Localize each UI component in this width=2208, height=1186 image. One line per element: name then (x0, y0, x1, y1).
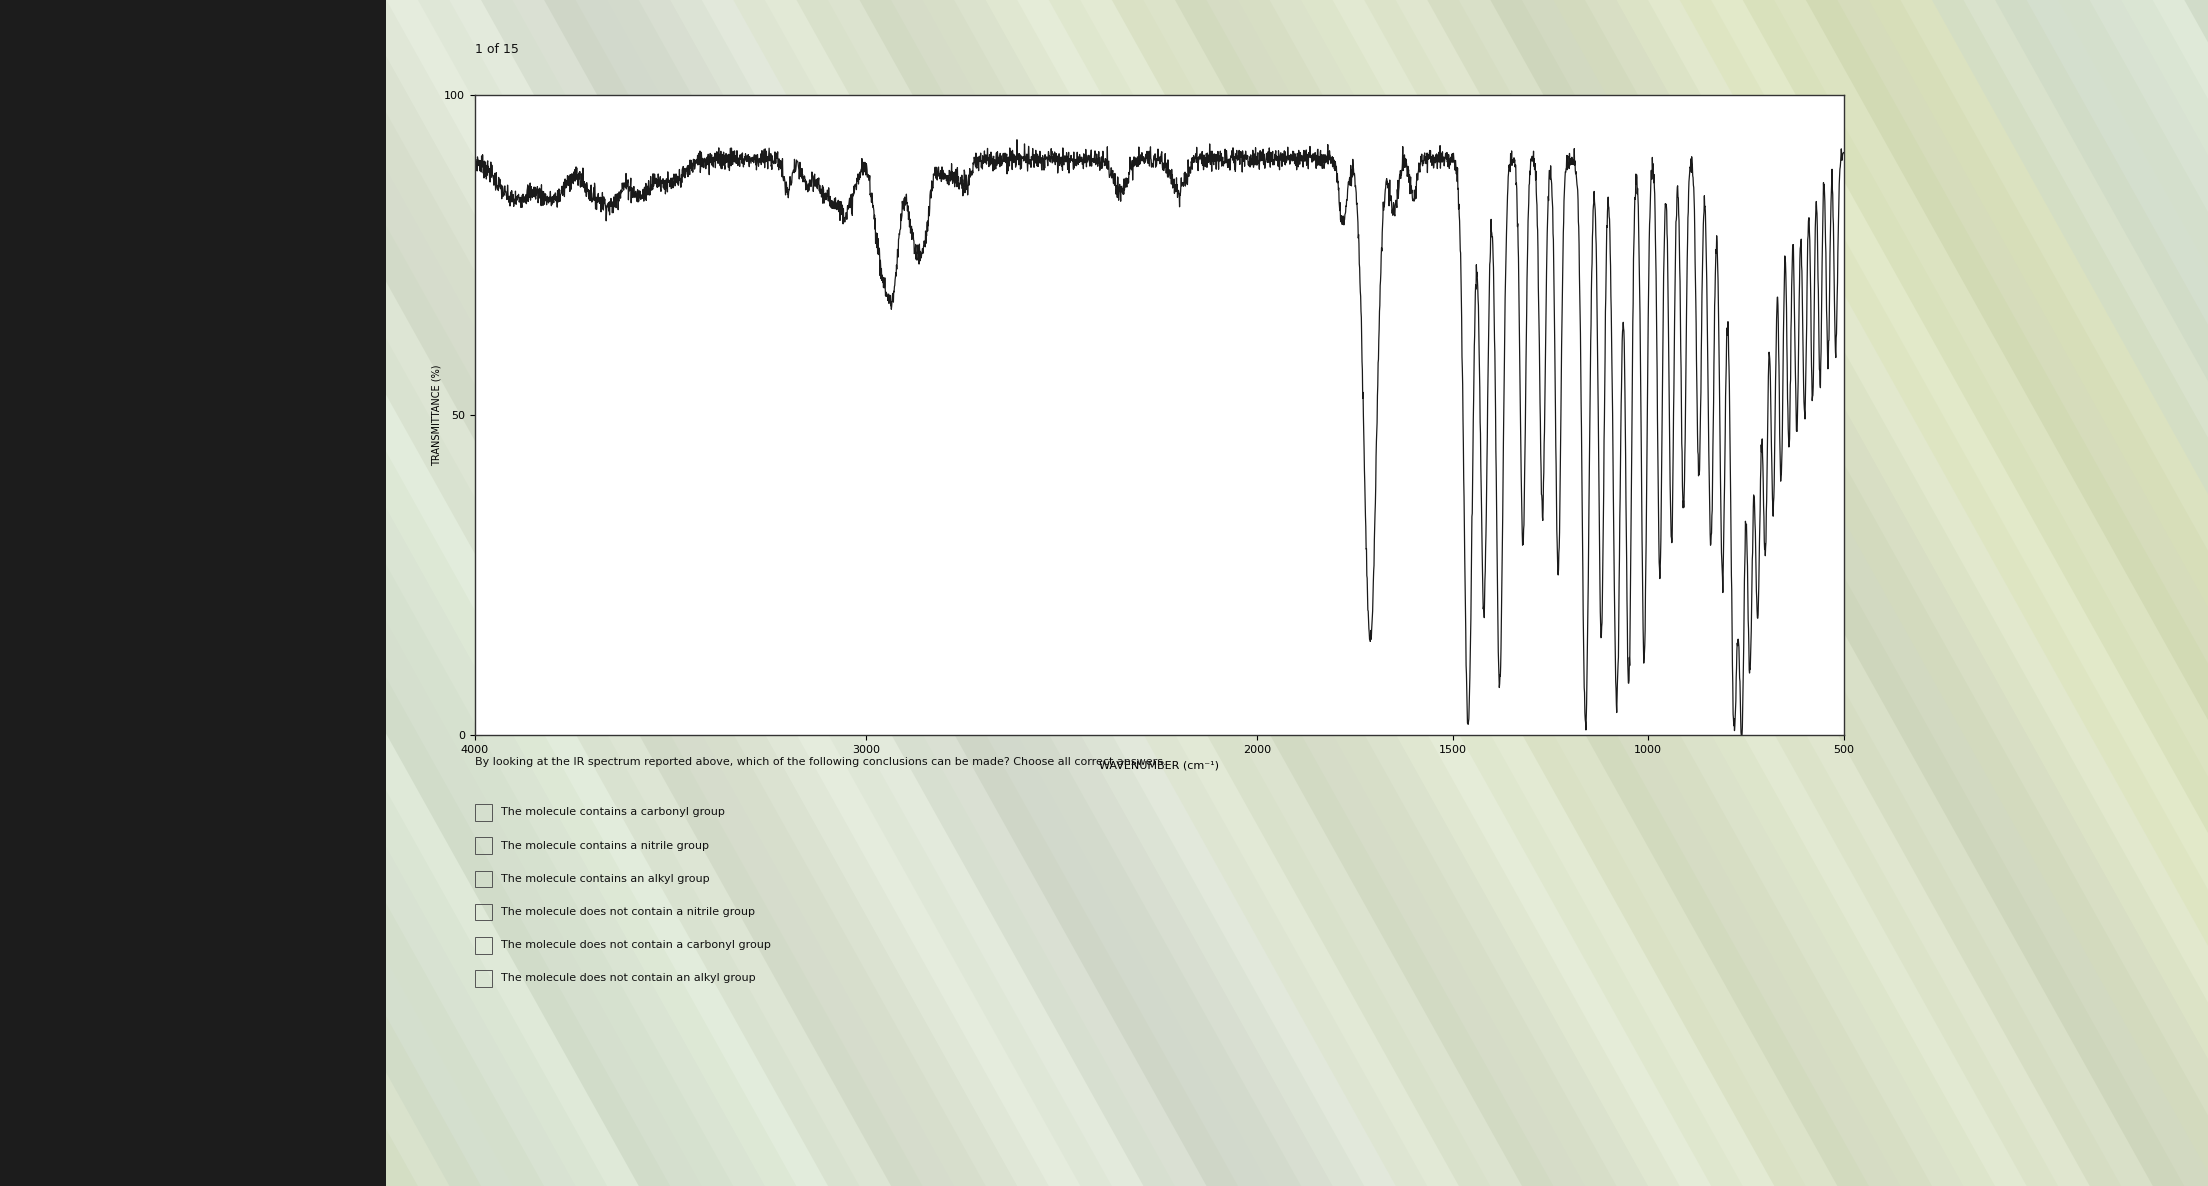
X-axis label: WAVENUMBER (cm⁻¹): WAVENUMBER (cm⁻¹) (1100, 760, 1219, 771)
Text: The molecule does not contain a carbonyl group: The molecule does not contain a carbonyl… (501, 940, 771, 950)
Text: By looking at the IR spectrum reported above, which of the following conclusions: By looking at the IR spectrum reported a… (475, 757, 1166, 767)
Y-axis label: TRANSMITTANCE (%): TRANSMITTANCE (%) (431, 364, 442, 466)
Text: The molecule contains a nitrile group: The molecule contains a nitrile group (501, 841, 709, 850)
Text: The molecule contains an alkyl group: The molecule contains an alkyl group (501, 874, 709, 884)
Text: The molecule does not contain an alkyl group: The molecule does not contain an alkyl g… (501, 974, 755, 983)
Text: The molecule contains a carbonyl group: The molecule contains a carbonyl group (501, 808, 724, 817)
Text: The molecule does not contain a nitrile group: The molecule does not contain a nitrile … (501, 907, 755, 917)
Text: 1 of 15: 1 of 15 (475, 44, 519, 57)
